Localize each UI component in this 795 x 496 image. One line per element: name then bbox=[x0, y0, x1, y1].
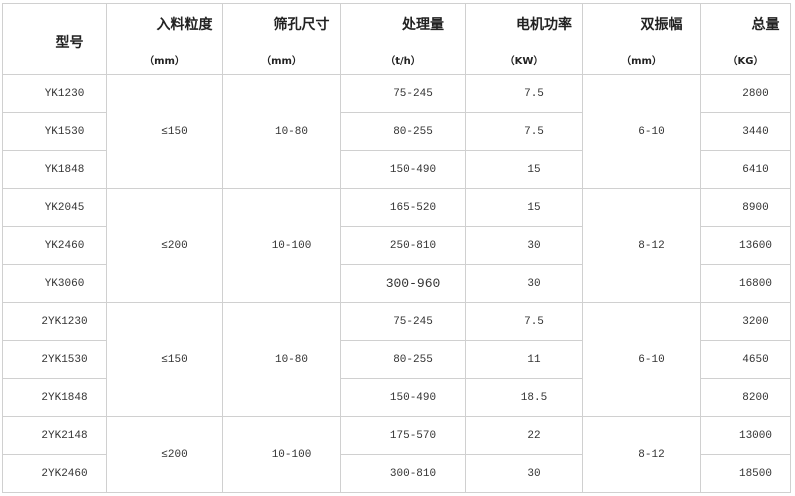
amplitude-cell: 6-10 bbox=[582, 302, 701, 417]
power-cell: 18.5 bbox=[465, 378, 583, 417]
header-cell: 处理量 （t/h） bbox=[340, 3, 466, 75]
header-title: 筛孔尺寸 bbox=[273, 17, 330, 33]
power-cell: 7.5 bbox=[465, 112, 583, 151]
mesh-size-cell: 10-100 bbox=[222, 416, 341, 493]
table-row: 2YK2460 300-810 30 18500 bbox=[2, 454, 791, 493]
power-cell: 30 bbox=[465, 454, 583, 493]
power-cell: 15 bbox=[465, 150, 583, 189]
model-cell: YK1848 bbox=[2, 150, 107, 189]
weight-cell: 4650 bbox=[700, 340, 791, 379]
model-cell: 2YK2148 bbox=[2, 416, 107, 455]
feed-size-cell: ≤150 bbox=[106, 74, 223, 189]
weight-cell: 8900 bbox=[700, 188, 791, 227]
header-unit: （mm） bbox=[621, 56, 662, 67]
capacity-cell: 175-570 bbox=[340, 416, 466, 455]
header-unit: （mm） bbox=[261, 56, 302, 67]
capacity-cell: 150-490 bbox=[340, 378, 466, 417]
amplitude-cell: 8-12 bbox=[582, 188, 701, 303]
weight-cell: 8200 bbox=[700, 378, 791, 417]
header-cell: 总量 （KG） bbox=[700, 3, 791, 75]
model-cell: 2YK1848 bbox=[2, 378, 107, 417]
table-row: 2YK2148 ≤200 10-100 175-570 22 8-12 13000 bbox=[2, 416, 791, 493]
capacity-cell: 250-810 bbox=[340, 226, 466, 265]
mesh-size-cell: 10-100 bbox=[222, 188, 341, 303]
weight-cell: 16800 bbox=[700, 264, 791, 303]
weight-cell: 3440 bbox=[700, 112, 791, 151]
header-cell: 电机功率 （KW） bbox=[465, 3, 583, 75]
feed-size-cell: ≤200 bbox=[106, 188, 223, 303]
feed-size-cell: ≤200 bbox=[106, 416, 223, 493]
table-row: 2YK1530 80-255 11 4650 bbox=[2, 340, 791, 379]
header-title: 电机功率 bbox=[516, 17, 572, 33]
table-row: YK1848 150-490 15 6410 bbox=[2, 150, 791, 189]
header-cell: 入料粒度 （mm） bbox=[106, 3, 223, 75]
capacity-cell: 150-490 bbox=[340, 150, 466, 189]
power-cell: 7.5 bbox=[465, 302, 583, 341]
header-unit: （t/h） bbox=[385, 56, 421, 67]
header-row: 型号 入料粒度 （mm） 筛孔尺寸 （mm） 处理量 （t/h） 电机功率 （KW） 双振幅 （mm… bbox=[2, 3, 791, 75]
model-cell: 2YK2460 bbox=[2, 454, 107, 493]
header-cell: 型号 bbox=[2, 3, 107, 75]
table-row: 2YK1848 150-490 18.5 8200 bbox=[2, 378, 791, 417]
header-title: 型号 bbox=[55, 35, 84, 51]
header-title: 处理量 bbox=[402, 17, 444, 33]
weight-cell: 13600 bbox=[700, 226, 791, 265]
table-row: YK1230 ≤150 10-80 75-245 7.5 6-10 2800 bbox=[2, 74, 791, 189]
table-row: YK2045 ≤200 10-100 165-520 15 8-12 8900 bbox=[2, 188, 791, 303]
amplitude-cell: 8-12 bbox=[582, 416, 701, 493]
model-cell: YK1530 bbox=[2, 112, 107, 151]
model-cell: 2YK1530 bbox=[2, 340, 107, 379]
model-cell: YK2460 bbox=[2, 226, 107, 265]
header-title: 双振幅 bbox=[640, 17, 683, 33]
capacity-cell: 75-245 bbox=[340, 74, 466, 113]
weight-cell: 2800 bbox=[700, 74, 791, 113]
capacity-cell: 80-255 bbox=[340, 340, 466, 379]
power-cell: 30 bbox=[465, 226, 583, 265]
weight-cell: 3200 bbox=[700, 302, 791, 341]
weight-cell: 18500 bbox=[700, 454, 791, 493]
header-unit: （KW） bbox=[504, 56, 544, 67]
capacity-cell: 300-960 bbox=[340, 264, 466, 303]
power-cell: 15 bbox=[465, 188, 583, 227]
power-cell: 30 bbox=[465, 264, 583, 303]
table-row: YK2460 250-810 30 13600 bbox=[2, 226, 791, 265]
header-cell: 筛孔尺寸 （mm） bbox=[222, 3, 341, 75]
mesh-size-cell: 10-80 bbox=[222, 74, 341, 189]
header-title: 入料粒度 bbox=[156, 17, 213, 33]
model-cell: 2YK1230 bbox=[2, 302, 107, 341]
power-cell: 22 bbox=[465, 416, 583, 455]
table-row: YK1530 80-255 7.5 3440 bbox=[2, 112, 791, 151]
model-cell: YK3060 bbox=[2, 264, 107, 303]
header-cell: 双振幅 （mm） bbox=[582, 3, 701, 75]
spec-table: 型号 入料粒度 （mm） 筛孔尺寸 （mm） 处理量 （t/h） 电机功率 （KW） 双振幅 （mm… bbox=[2, 3, 791, 493]
model-cell: YK2045 bbox=[2, 188, 107, 227]
model-cell: YK1230 bbox=[2, 74, 107, 113]
capacity-cell: 80-255 bbox=[340, 112, 466, 151]
table-row: 2YK1230 ≤150 10-80 75-245 7.5 6-10 3200 bbox=[2, 302, 791, 417]
mesh-size-cell: 10-80 bbox=[222, 302, 341, 417]
weight-cell: 13000 bbox=[700, 416, 791, 455]
header-title: 总量 bbox=[751, 17, 780, 33]
capacity-cell: 75-245 bbox=[340, 302, 466, 341]
feed-size-cell: ≤150 bbox=[106, 302, 223, 417]
capacity-cell: 165-520 bbox=[340, 188, 466, 227]
table-row: YK3060 300-960 30 16800 bbox=[2, 264, 791, 303]
power-cell: 7.5 bbox=[465, 74, 583, 113]
header-unit: （mm） bbox=[144, 56, 185, 67]
header-unit: （KG） bbox=[727, 56, 764, 67]
capacity-cell: 300-810 bbox=[340, 454, 466, 493]
amplitude-cell: 6-10 bbox=[582, 74, 701, 189]
power-cell: 11 bbox=[465, 340, 583, 379]
weight-cell: 6410 bbox=[700, 150, 791, 189]
